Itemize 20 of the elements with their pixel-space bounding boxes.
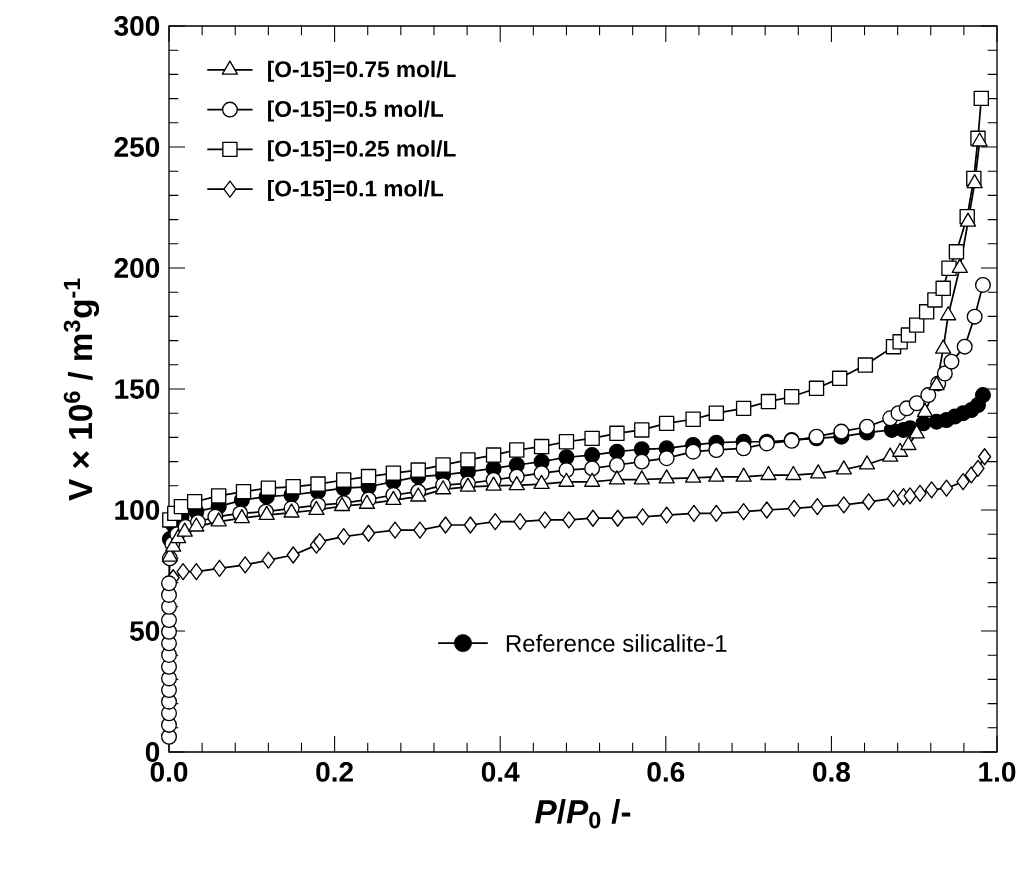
y-tick-label: 250 — [114, 137, 160, 157]
legend-label: [O-15]=0.75 mol/L — [268, 60, 456, 82]
y-tick-label: 200 — [114, 258, 160, 278]
x-tick-label: 0.8 — [813, 762, 850, 782]
legend-label: [O-15]=0.5 mol/L — [268, 100, 444, 122]
y-axis-title: V × 10$^{6}$ / m$^{3}$g$^{-1}$ — [63, 278, 100, 501]
x-tick-label: 0.0 — [150, 762, 188, 782]
legend-label: [O-15]=0.1 mol/L — [268, 179, 444, 202]
y-tick-label: 100 — [115, 500, 160, 520]
y-tick-label: 300 — [114, 16, 160, 36]
y-tick-label: 50 — [130, 621, 160, 641]
x-tick-label: 0.4 — [481, 762, 520, 782]
x-tick-label: 0.6 — [647, 762, 685, 782]
x-tick-label: 0.2 — [316, 762, 353, 782]
y-tick-label: 0 — [145, 742, 160, 762]
x-axis-title: P/P$_{0}$ /- — [535, 799, 631, 829]
x-tick-label: 1.0 — [979, 762, 1016, 782]
legend-label: [O-15]=0.25 mol/L — [268, 140, 456, 162]
legend-label: Reference silicalite-1 — [506, 634, 727, 652]
y-tick-label: 150 — [115, 379, 160, 399]
